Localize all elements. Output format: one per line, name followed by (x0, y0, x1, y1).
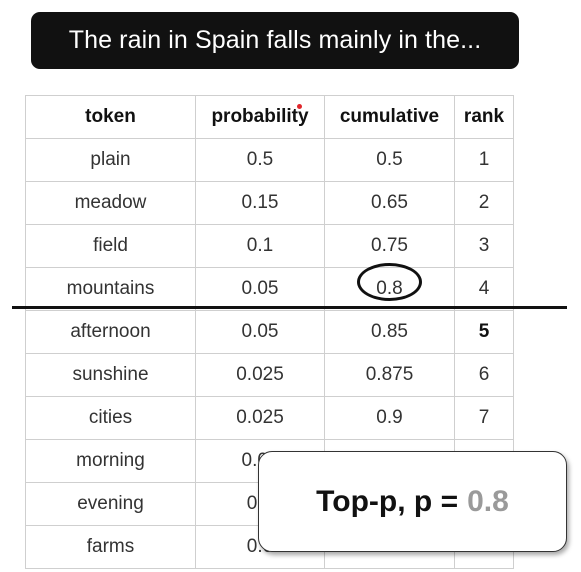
rank-cell: 4 (455, 268, 514, 311)
table-row: afternoon 0.05 0.85 5 (26, 311, 514, 354)
table-row: mountains 0.05 0.8 4 (26, 268, 514, 311)
rank-cell: 7 (455, 397, 514, 440)
probability-cell: 0.025 (196, 397, 325, 440)
cumulative-cell: 0.85 (325, 311, 455, 354)
probability-cell: 0.05 (196, 268, 325, 311)
header-cumulative: cumulative (325, 96, 455, 139)
top-p-callout: Top-p, p = 0.8 (258, 451, 567, 552)
cutoff-line (12, 306, 567, 309)
token-cell: mountains (26, 268, 196, 311)
cumulative-cell: 0.875 (325, 354, 455, 397)
header-token: token (26, 96, 196, 139)
rank-cell: 6 (455, 354, 514, 397)
table-header-row: token probability cumulative rank (26, 96, 514, 139)
token-cell: morning (26, 440, 196, 483)
token-cell: sunshine (26, 354, 196, 397)
token-cell: evening (26, 483, 196, 526)
probability-cell: 0.025 (196, 354, 325, 397)
table-row: meadow 0.15 0.65 2 (26, 182, 514, 225)
rank-cell: 1 (455, 139, 514, 182)
callout-label: Top-p, p = (316, 485, 458, 519)
token-cell: farms (26, 526, 196, 569)
probability-cell: 0.5 (196, 139, 325, 182)
callout-value: 0.8 (467, 485, 509, 519)
cutoff-highlight-circle (357, 263, 422, 301)
rank-cell: 5 (455, 311, 514, 354)
annotation-dot (297, 104, 302, 109)
header-probability: probability (196, 96, 325, 139)
cumulative-cell: 0.9 (325, 397, 455, 440)
header-rank: rank (455, 96, 514, 139)
table-row: sunshine 0.025 0.875 6 (26, 354, 514, 397)
cumulative-cell: 0.65 (325, 182, 455, 225)
table-row: cities 0.025 0.9 7 (26, 397, 514, 440)
probability-cell: 0.15 (196, 182, 325, 225)
prompt-text: The rain in Spain falls mainly in the... (69, 26, 482, 55)
token-cell: cities (26, 397, 196, 440)
rank-cell: 3 (455, 225, 514, 268)
cumulative-cell: 0.75 (325, 225, 455, 268)
token-cell: meadow (26, 182, 196, 225)
rank-cell: 2 (455, 182, 514, 225)
table-row: field 0.1 0.75 3 (26, 225, 514, 268)
table-row: plain 0.5 0.5 1 (26, 139, 514, 182)
token-cell: plain (26, 139, 196, 182)
probability-cell: 0.05 (196, 311, 325, 354)
prompt-banner: The rain in Spain falls mainly in the... (31, 12, 519, 69)
cumulative-cell: 0.5 (325, 139, 455, 182)
probability-cell: 0.1 (196, 225, 325, 268)
token-cell: afternoon (26, 311, 196, 354)
token-cell: field (26, 225, 196, 268)
